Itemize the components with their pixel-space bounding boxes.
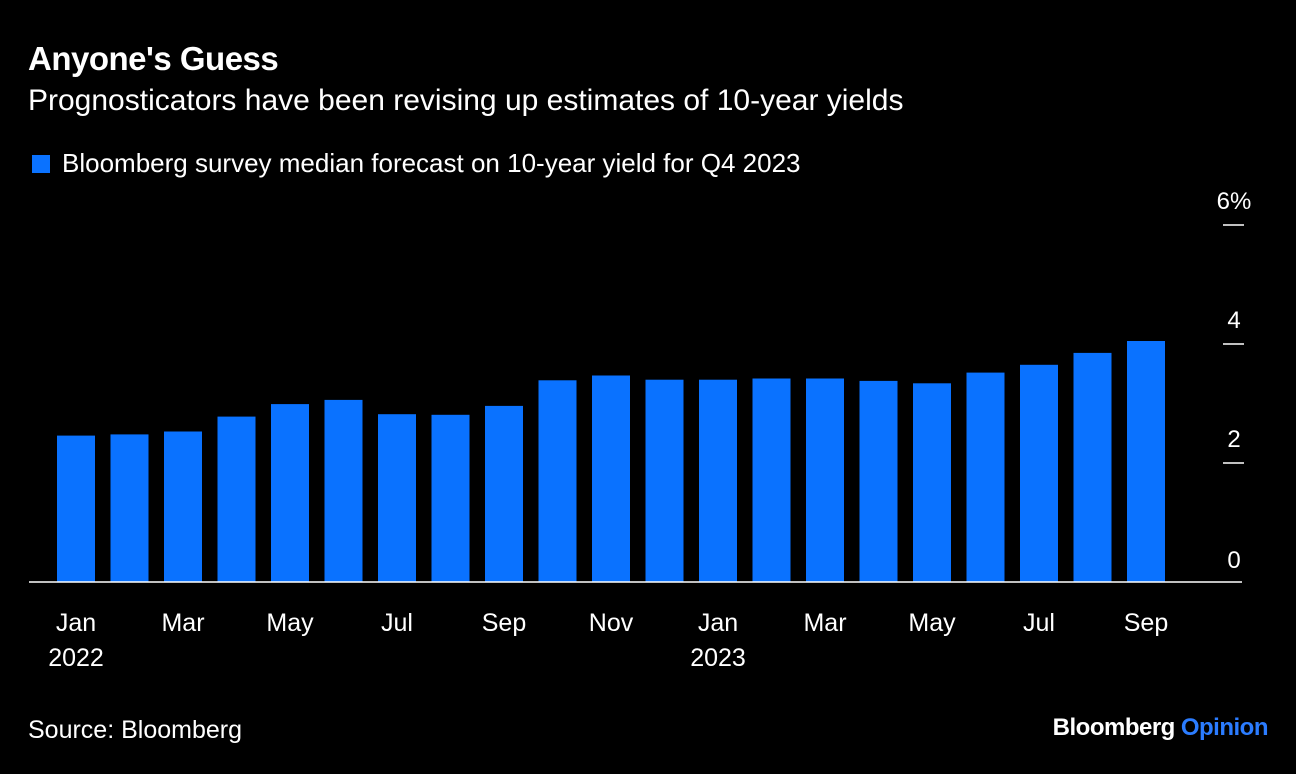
bar	[1073, 352, 1112, 582]
bar	[913, 383, 951, 582]
bar	[645, 379, 684, 582]
bar	[752, 378, 791, 582]
brand-section: Opinion	[1180, 714, 1269, 741]
bar	[1127, 341, 1165, 582]
bar	[592, 375, 630, 582]
legend-swatch	[32, 154, 50, 173]
source-note: Source: Bloomberg	[28, 716, 243, 744]
y-tick-label: 0	[1227, 547, 1240, 574]
x-tick-label: Sep	[482, 609, 526, 637]
y-tick-label: 4	[1227, 307, 1240, 334]
bar	[378, 414, 416, 582]
x-tick-label: Jan	[56, 609, 96, 637]
x-tick-label: Jul	[381, 609, 413, 637]
bar	[164, 431, 202, 582]
y-tick-label: 6%	[1217, 188, 1252, 215]
bars-group	[57, 341, 1165, 582]
bar	[217, 416, 256, 582]
y-tick-label: 2	[1227, 426, 1240, 453]
x-tick-label: Mar	[803, 609, 846, 637]
bar	[806, 378, 844, 582]
x-tick-label: Sep	[1124, 609, 1168, 637]
bar	[324, 399, 363, 582]
bar	[485, 405, 523, 582]
brand-logo: Bloomberg Opinion	[1052, 714, 1269, 742]
bar	[431, 414, 470, 582]
bar	[859, 380, 898, 582]
x-tick-label: Nov	[589, 609, 634, 637]
y-axis: 0 2 4 6%	[1217, 188, 1252, 574]
x-tick-year-label: 2022	[48, 644, 104, 672]
x-tick-label: Mar	[161, 609, 204, 637]
x-tick-label: Jan	[698, 609, 738, 637]
x-tick-label: May	[266, 609, 314, 637]
bar	[110, 434, 149, 582]
bar	[1020, 364, 1058, 582]
chart-title: Anyone's Guess	[28, 40, 279, 77]
x-tick-label: May	[908, 609, 956, 637]
bar	[538, 380, 577, 582]
x-tick-label: Jul	[1023, 609, 1055, 637]
bar	[699, 379, 737, 582]
brand-name: Bloomberg	[1052, 714, 1176, 741]
bar	[271, 404, 309, 582]
chart-subtitle: Prognosticators have been revising up es…	[28, 84, 904, 117]
bar	[966, 372, 1005, 582]
bar	[57, 435, 95, 582]
x-tick-year-label: 2023	[690, 644, 746, 672]
legend-label: Bloomberg survey median forecast on 10-y…	[62, 148, 801, 178]
x-axis: Jan 2022 Mar May Jul Sep Nov Jan 2023 Mar May Jul Se…	[29, 581, 1242, 672]
legend: Bloomberg survey median forecast on 10-y…	[32, 148, 801, 179]
